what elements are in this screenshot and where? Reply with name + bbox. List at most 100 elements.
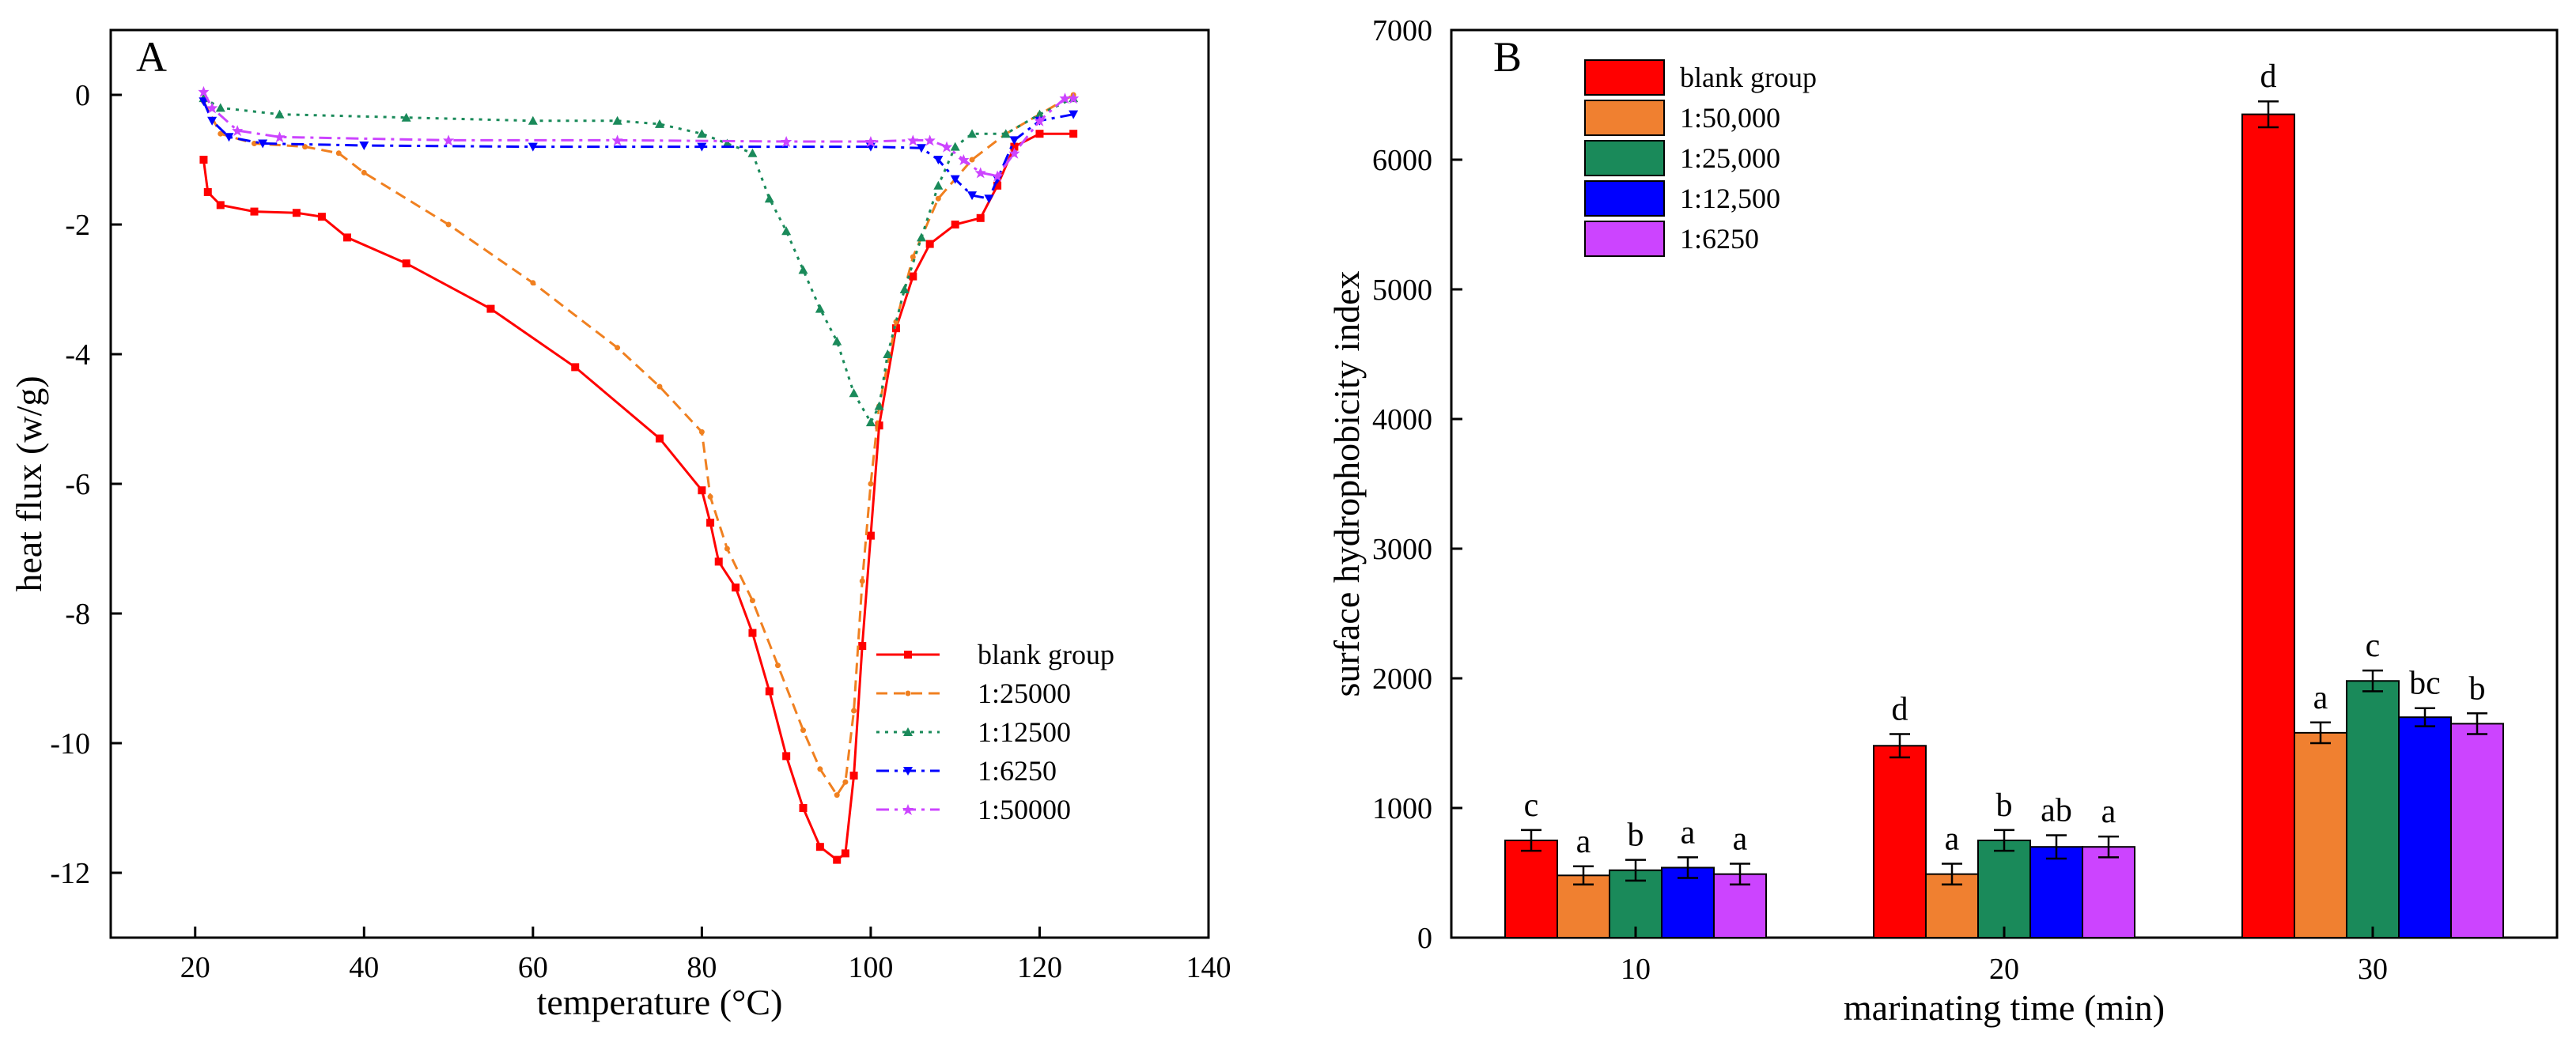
data-point <box>969 157 975 163</box>
data-point <box>722 138 732 148</box>
bar-1-50-000 <box>2294 731 2347 938</box>
y-tick-label: -6 <box>65 468 90 501</box>
data-point <box>933 180 944 190</box>
data-point <box>774 663 781 669</box>
data-point <box>258 139 268 149</box>
significance-label: a <box>1576 824 1591 860</box>
data-point <box>799 804 808 812</box>
bar-blank-group <box>2241 113 2295 939</box>
data-point <box>984 194 994 204</box>
data-point <box>655 119 664 128</box>
significance-label: d <box>2260 59 2277 95</box>
bar-group-10: ca b a a <box>1504 787 1767 939</box>
legend-label: 1:6250 <box>1680 223 1759 255</box>
data-point <box>781 136 792 148</box>
significance-label: b <box>1996 787 2013 824</box>
data-point <box>849 772 858 780</box>
data-point <box>206 102 218 114</box>
panel-a: A 20 40 60 80 100 120 140 0 -2 -4 -6 -8 -10 -12 temp… <box>9 28 1231 1022</box>
data-point <box>216 201 225 210</box>
data-point <box>935 195 941 202</box>
significance-label: a <box>1733 821 1748 858</box>
x-tick-label: 20 <box>1989 953 2019 986</box>
data-point <box>697 142 707 152</box>
legend-swatch <box>1584 100 1665 136</box>
x-tick-label: 80 <box>687 951 717 984</box>
legend-label: blank group <box>1680 62 1817 93</box>
data-point <box>865 417 876 427</box>
data-point <box>1035 130 1044 138</box>
x-tick-label: 30 <box>2358 953 2388 986</box>
panel-a-legend: blank group 1:25000 1:12500 1:6250 1:50000 <box>876 639 1114 825</box>
data-point <box>714 557 723 566</box>
data-point <box>950 142 960 151</box>
data-point <box>1069 130 1078 138</box>
series-1-12500 <box>199 93 1079 427</box>
data-point <box>199 97 209 107</box>
data-point <box>781 226 792 236</box>
data-point <box>910 254 916 260</box>
y-tick-label: 4000 <box>1372 403 1432 436</box>
data-point <box>868 481 874 487</box>
series-line <box>202 132 1074 862</box>
significance-label: d <box>1892 692 1908 728</box>
legend-label: 1:12,500 <box>1680 183 1780 214</box>
data-point <box>950 175 960 184</box>
data-point <box>958 154 970 165</box>
legend-label: 1:12500 <box>978 716 1071 748</box>
data-point <box>849 388 859 398</box>
legend-swatch <box>1584 221 1665 257</box>
data-point <box>764 194 774 203</box>
y-tick-label: 7000 <box>1372 14 1432 47</box>
legend-label: 1:25000 <box>978 678 1071 709</box>
data-point <box>445 221 452 228</box>
data-point <box>443 134 455 146</box>
data-point <box>528 142 538 152</box>
legend-marker <box>903 767 913 776</box>
data-point <box>874 401 884 410</box>
legend-swatch <box>1584 180 1665 217</box>
panel-b-x-axis-title: marinating time (min) <box>1844 987 2165 1028</box>
significance-label: a <box>1945 821 1960 858</box>
data-point <box>925 240 934 248</box>
data-point <box>858 642 867 650</box>
data-point <box>732 583 740 592</box>
data-point <box>800 727 807 734</box>
bar-1-12-500 <box>2398 716 2452 938</box>
x-tick-label: 120 <box>1017 951 1062 984</box>
series-line <box>202 93 1074 798</box>
data-point <box>1001 129 1011 138</box>
data-point <box>875 421 883 430</box>
y-tick-label: 6000 <box>1372 144 1432 177</box>
legend-label: 1:50000 <box>978 794 1071 825</box>
panel-b-y-ticks: 0 1000 2000 3000 4000 5000 6000 7000 <box>1372 14 1462 955</box>
data-point <box>706 519 715 527</box>
data-point <box>967 129 978 138</box>
data-point <box>611 134 623 146</box>
data-point <box>615 345 621 351</box>
data-point <box>232 125 244 137</box>
data-point <box>292 209 301 217</box>
bar-1-6250 <box>2082 846 2135 938</box>
data-point <box>335 150 342 157</box>
data-point <box>747 148 758 157</box>
panel-a-x-ticks: 20 40 60 80 100 120 140 <box>180 927 1231 984</box>
data-point <box>207 116 218 126</box>
y-tick-label: 3000 <box>1372 533 1432 566</box>
y-tick-label: -8 <box>65 598 90 631</box>
data-point <box>274 109 285 119</box>
data-point <box>841 849 849 858</box>
data-point <box>571 363 580 372</box>
bar-1-6250 <box>2450 723 2504 939</box>
significance-label: bc <box>2409 666 2441 702</box>
x-tick-label: 60 <box>518 951 548 984</box>
bar-1-50-000 <box>1557 874 1610 939</box>
data-point <box>924 134 936 146</box>
data-point <box>798 265 808 274</box>
data-point <box>1009 136 1019 145</box>
data-point <box>909 272 917 281</box>
legend-swatch <box>1584 59 1665 96</box>
bar-1-25-000 <box>1977 840 2031 938</box>
data-point <box>883 349 893 358</box>
